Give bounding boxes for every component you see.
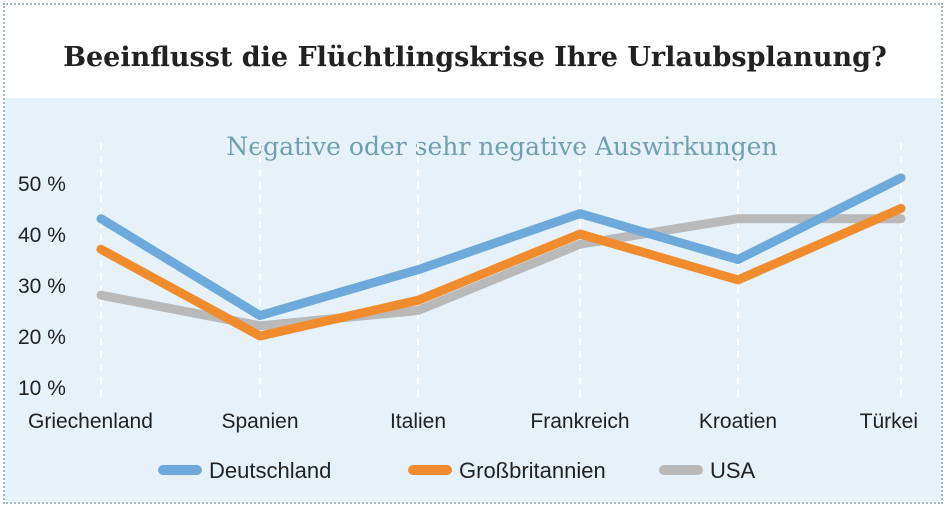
x-tick-label: Türkei [860, 410, 918, 433]
y-tick-label: 30 % [18, 275, 66, 298]
chart-subtitle: Negative oder sehr negative Auswirkungen [226, 132, 777, 161]
x-tick-label: Griechenland [28, 410, 153, 433]
legend-label: Deutschland [209, 458, 331, 483]
page-title: Beeinflusst die Flüchtlingskrise Ihre Ur… [63, 42, 887, 73]
legend-label: USA [710, 458, 756, 483]
x-tick-label: Italien [390, 410, 446, 433]
series-line-großbritannien [96, 204, 906, 341]
y-tick-label: 50 % [18, 173, 66, 196]
y-tick-label: 20 % [18, 326, 66, 349]
series-line-deutschland [96, 173, 906, 321]
x-tick-label: Kroatien [699, 410, 777, 433]
y-tick-label: 40 % [18, 224, 66, 247]
legend-label: Großbritannien [459, 458, 606, 483]
x-tick-label: Frankreich [530, 410, 629, 433]
y-tick-label: 10 % [18, 377, 66, 400]
x-tick-label: Spanien [221, 410, 298, 433]
chart-panel [5, 98, 941, 501]
